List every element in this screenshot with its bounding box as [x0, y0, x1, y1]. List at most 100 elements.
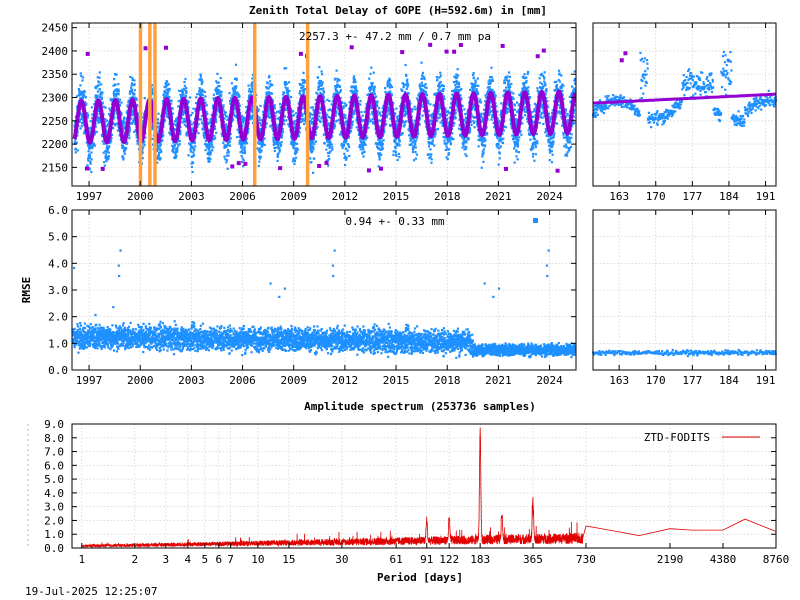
ztd-point	[200, 78, 203, 81]
ztd-point	[371, 85, 374, 88]
ztd-point	[74, 151, 77, 154]
ztd-point	[80, 74, 83, 78]
ztd-point	[369, 85, 372, 89]
ztd-point	[290, 137, 293, 140]
ztd-point	[424, 91, 427, 95]
ztd-point	[326, 113, 329, 116]
ztd-point	[416, 135, 419, 138]
ztd-point	[151, 91, 154, 94]
ztd-point	[259, 155, 262, 158]
ztd-point	[96, 94, 99, 97]
ztd-point	[405, 79, 409, 83]
ztd-point	[395, 116, 399, 119]
ztd-point	[264, 96, 268, 99]
ztd-point	[158, 156, 161, 159]
ztd-point	[197, 118, 201, 121]
ztd-point	[243, 118, 246, 121]
ztd-point	[82, 92, 85, 96]
ztd-point	[90, 158, 93, 161]
ztd-point	[203, 90, 206, 94]
ztd-point	[449, 142, 453, 145]
ztd-point	[353, 103, 356, 106]
ztd-point	[185, 131, 188, 134]
ztd-point	[301, 119, 304, 123]
ztd-point	[237, 99, 240, 102]
ztd-point	[309, 112, 312, 116]
ztd-point	[251, 81, 254, 84]
ztd-point	[376, 110, 379, 113]
ztd-point	[354, 86, 358, 89]
ztd-point	[132, 109, 135, 112]
ztd-point	[354, 85, 357, 88]
ztd-point	[258, 160, 261, 163]
ztd-point	[372, 122, 375, 125]
ztd-point	[238, 139, 242, 142]
ztd-point	[311, 113, 314, 116]
ztd-point	[378, 111, 381, 114]
ztd-point	[378, 152, 382, 155]
ztd-point	[359, 99, 362, 103]
ztd-point	[350, 89, 354, 92]
ztd-point	[380, 140, 383, 143]
ztd-point	[387, 112, 390, 115]
ztd-point	[312, 117, 315, 120]
ztd-point	[354, 80, 357, 84]
ztd-point	[197, 90, 201, 93]
ztd-point	[192, 153, 196, 157]
ztd-point	[150, 89, 153, 92]
ztd-point	[310, 106, 313, 109]
ztd-point	[368, 77, 371, 80]
ztd-point	[400, 133, 403, 136]
ztd-point	[366, 93, 369, 97]
ztd-point	[103, 164, 106, 167]
ztd-point	[175, 155, 178, 158]
ztd-point	[126, 104, 129, 107]
ztd-point	[143, 97, 146, 100]
ztd-point	[299, 90, 302, 93]
ztd-point	[259, 122, 262, 125]
ztd-point	[182, 93, 185, 96]
ztd-point	[375, 100, 378, 103]
ztd-point	[375, 103, 379, 106]
ztd-point	[199, 73, 202, 76]
ztd-point	[321, 81, 324, 84]
ztd-point	[373, 85, 376, 88]
ztd-point	[372, 71, 375, 74]
ztd-point	[81, 122, 84, 125]
ztd-point	[316, 92, 319, 95]
ztd-point	[242, 119, 245, 123]
ztd-point	[334, 85, 337, 88]
ztd-point	[246, 99, 249, 102]
ztd-point	[105, 119, 109, 122]
ztd-point	[420, 77, 424, 80]
ztd-point	[91, 113, 94, 116]
ztd-point	[365, 102, 368, 106]
ztd-point	[321, 116, 324, 119]
ztd-point	[208, 144, 211, 147]
ztd-point	[320, 83, 324, 86]
ztd-point	[431, 115, 434, 118]
ztd-point	[117, 82, 120, 86]
ztd-point	[90, 151, 93, 154]
ztd-point	[289, 95, 293, 99]
ztd-point	[424, 90, 427, 93]
ztd-point	[412, 137, 415, 141]
ztd-point	[163, 92, 166, 95]
ztd-point	[121, 155, 124, 158]
ztd-point	[158, 122, 161, 125]
ztd-point	[171, 107, 174, 110]
ztd-point	[360, 110, 363, 114]
ztd-point	[218, 89, 221, 92]
ztd-point	[247, 84, 250, 87]
ztd-point	[167, 88, 170, 91]
ztd-point	[265, 91, 268, 94]
ztd-point	[442, 95, 446, 98]
ztd-point	[166, 93, 169, 96]
ztd-point	[354, 89, 357, 92]
ztd-point	[125, 142, 128, 145]
ztd-point	[342, 113, 345, 116]
ztd-point	[117, 129, 121, 132]
ztd-point	[257, 141, 260, 144]
ztd-point	[383, 124, 386, 127]
